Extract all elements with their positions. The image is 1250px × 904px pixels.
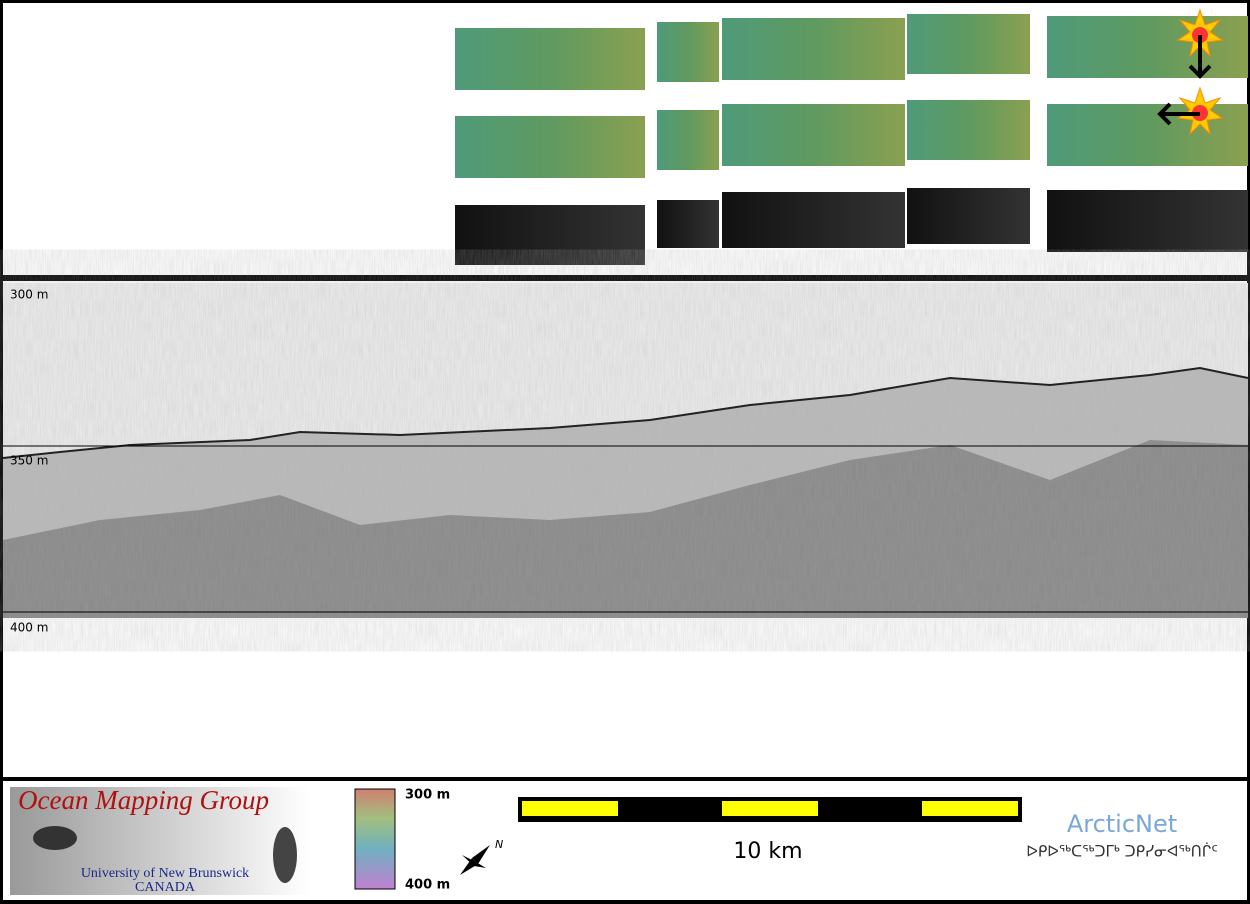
colorbar-label: 400 m: [405, 878, 450, 893]
depth-label: 400 m: [10, 621, 48, 635]
omg-university: University of New Brunswick: [81, 866, 249, 881]
swaths: [455, 14, 1248, 265]
logo-shape: [273, 827, 297, 883]
seafloor: [2, 366, 1249, 459]
compass: N: [460, 838, 503, 875]
arcticnet-logo: ArcticNet: [1067, 810, 1177, 838]
noise: [3, 283, 1248, 618]
scale-label: 10 km: [733, 839, 802, 864]
svg-text:N: N: [495, 838, 503, 851]
sun-icons: [1157, 8, 1224, 136]
arcticnet-syllabics: ᐅᑭᐅᖅᑕᖅᑐᒥᒃ ᑐᑭᓯᓂᐊᖅᑎᒌᑦ: [1026, 843, 1217, 861]
colorbar-label: 300 m: [405, 788, 450, 803]
depth-label: 300 m: [10, 288, 48, 302]
scale-bar: [518, 797, 1022, 822]
omg-country: CANADA: [135, 880, 196, 895]
logo-shape: [33, 826, 77, 850]
depth-label: 350 m: [10, 454, 48, 468]
omg-title: Ocean Mapping Group: [18, 785, 269, 815]
colorbar: [354, 788, 396, 890]
